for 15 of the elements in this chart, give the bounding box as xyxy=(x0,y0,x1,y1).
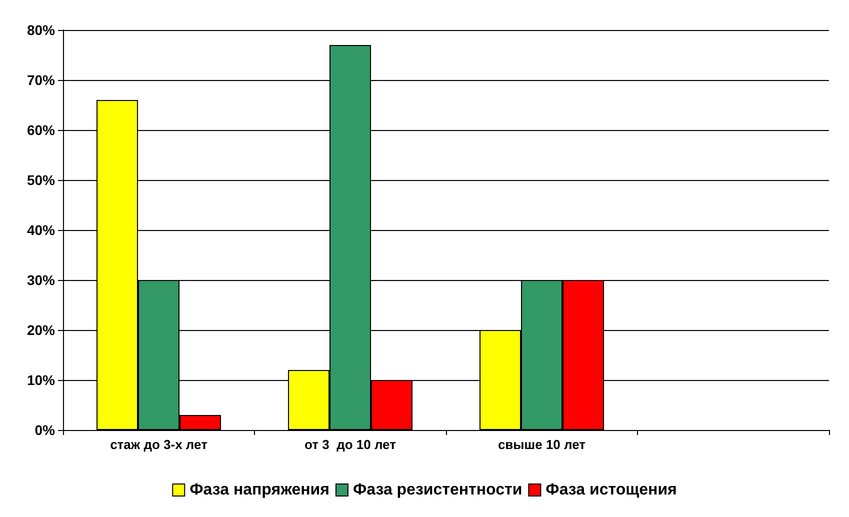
y-tick-label: 10% xyxy=(26,372,56,388)
y-tick-label: 50% xyxy=(26,172,56,188)
x-tick-label: от 3 до 10 лет xyxy=(304,437,396,452)
y-tick-label: 0% xyxy=(34,422,56,438)
y-tick-label: 60% xyxy=(26,122,56,138)
y-tick-label: 40% xyxy=(26,222,56,238)
y-tick-label: 80% xyxy=(26,22,56,38)
y-tick-label: 70% xyxy=(26,72,56,88)
legend-label: Фаза напряжения xyxy=(190,482,330,498)
legend-label: Фаза истощения xyxy=(546,482,677,498)
y-tick-label: 30% xyxy=(26,272,56,288)
legend-label: Фаза резистентности xyxy=(352,482,522,498)
x-tick-label: стаж до 3-х лет xyxy=(110,437,208,452)
y-tick-label: 20% xyxy=(26,322,56,338)
x-tick-label: свыше 10 лет xyxy=(498,437,586,452)
